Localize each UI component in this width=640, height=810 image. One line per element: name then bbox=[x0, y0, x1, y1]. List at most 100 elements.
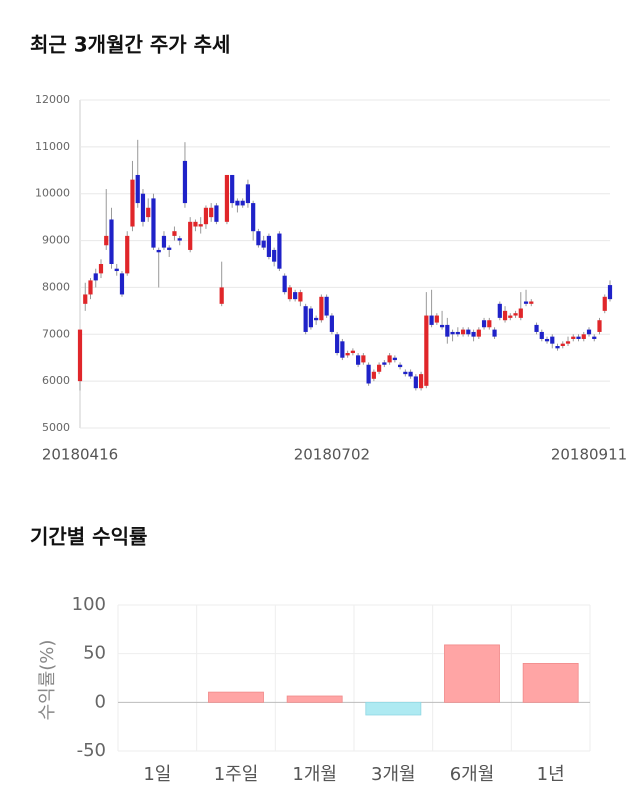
candle-body bbox=[445, 324, 450, 337]
y-tick-label: 6000 bbox=[42, 374, 70, 387]
candle-body bbox=[308, 308, 313, 328]
candle-body bbox=[293, 292, 298, 300]
y-tick-label: 10000 bbox=[35, 187, 70, 200]
chart-title: 최근 3개월간 주가 추세 bbox=[30, 33, 230, 57]
candle-body bbox=[329, 315, 334, 332]
candle-body bbox=[235, 200, 240, 206]
candle-body bbox=[529, 301, 534, 304]
y-tick-label: 100 bbox=[72, 594, 106, 615]
x-tick-label: 1년 bbox=[537, 764, 565, 785]
candle-body bbox=[298, 292, 303, 302]
candle-body bbox=[319, 296, 324, 321]
candle-body bbox=[151, 198, 156, 248]
candle-body bbox=[571, 336, 576, 339]
x-tick-label: 20180702 bbox=[294, 446, 370, 464]
x-tick-label: 6개월 bbox=[450, 764, 495, 785]
candle-body bbox=[104, 235, 109, 246]
candle-body bbox=[287, 287, 292, 300]
bar bbox=[208, 691, 264, 703]
candle-body bbox=[481, 320, 487, 328]
candle-body bbox=[109, 219, 114, 264]
candle-body bbox=[471, 331, 476, 337]
candle-body bbox=[418, 374, 424, 389]
candle-body bbox=[209, 207, 214, 218]
candle-body bbox=[224, 174, 230, 222]
candle-body bbox=[335, 334, 340, 354]
candle-body bbox=[361, 355, 366, 363]
candle-body bbox=[345, 353, 350, 356]
candle-body bbox=[125, 235, 130, 274]
candle-body bbox=[513, 313, 518, 316]
candle-body bbox=[460, 329, 466, 335]
bar bbox=[444, 644, 500, 703]
candle-body bbox=[198, 224, 203, 227]
candle-body bbox=[466, 329, 471, 335]
candle-body bbox=[356, 355, 361, 365]
candle-body bbox=[560, 343, 565, 346]
candle-body bbox=[382, 362, 387, 365]
candle-body bbox=[408, 371, 413, 377]
y-tick-label: 7000 bbox=[42, 327, 70, 340]
candle-body bbox=[167, 247, 172, 250]
candle-body bbox=[251, 203, 256, 232]
candle-body bbox=[392, 357, 397, 361]
candle-body bbox=[277, 233, 282, 269]
candle-body bbox=[261, 240, 266, 248]
candle-body bbox=[476, 329, 481, 337]
bar bbox=[522, 663, 579, 703]
candle-body bbox=[314, 317, 319, 321]
candle-body bbox=[502, 310, 508, 321]
candle-body bbox=[140, 193, 146, 222]
y-tick-label: 5000 bbox=[42, 421, 70, 434]
candle-body bbox=[602, 296, 607, 311]
candle-body bbox=[266, 235, 272, 257]
x-tick-label: 1개월 bbox=[292, 764, 337, 785]
candle-body bbox=[366, 364, 371, 384]
candle-body bbox=[403, 371, 408, 375]
x-tick-label: 1주일 bbox=[214, 764, 259, 785]
candle-body bbox=[518, 308, 523, 318]
candle-body bbox=[272, 249, 277, 262]
x-tick-label: 1일 bbox=[143, 764, 171, 785]
candle-body bbox=[350, 350, 355, 354]
candle-body bbox=[371, 371, 376, 379]
y-tick-label: 9000 bbox=[42, 234, 70, 247]
candle-body bbox=[245, 184, 251, 204]
candle-body bbox=[597, 320, 602, 332]
candle-body bbox=[77, 329, 83, 382]
candle-body bbox=[387, 355, 392, 363]
y-tick-label: 12000 bbox=[35, 93, 70, 106]
candle-body bbox=[539, 331, 544, 339]
candle-body bbox=[340, 341, 345, 358]
candle-body bbox=[256, 231, 261, 246]
candle-body bbox=[214, 205, 219, 222]
candle-body bbox=[487, 320, 492, 328]
candle-body bbox=[413, 376, 418, 389]
candle-body bbox=[550, 336, 555, 344]
candle-body bbox=[555, 346, 560, 349]
x-tick-label: 3개월 bbox=[371, 764, 416, 785]
candle-body bbox=[303, 306, 308, 332]
candle-body bbox=[523, 301, 529, 304]
x-tick-label: 20180416 bbox=[42, 446, 118, 464]
candle-body bbox=[576, 336, 581, 339]
candle-body bbox=[455, 331, 460, 335]
candle-body bbox=[114, 268, 119, 272]
candle-body bbox=[429, 315, 434, 325]
candle-body bbox=[93, 273, 98, 281]
y-tick-label: -50 bbox=[77, 740, 106, 761]
candle-body bbox=[434, 315, 439, 323]
y-tick-label: 0 bbox=[95, 691, 106, 712]
y-tick-label: 8000 bbox=[42, 280, 70, 293]
candle-body bbox=[439, 324, 445, 328]
candle-body bbox=[377, 364, 382, 372]
candle-body bbox=[219, 287, 224, 304]
candle-body bbox=[398, 364, 403, 368]
candle-body bbox=[450, 331, 455, 335]
candle-body bbox=[177, 238, 182, 241]
chart-title: 기간별 수익률 bbox=[30, 525, 147, 549]
candle-body bbox=[282, 275, 287, 293]
y-tick-label: 11000 bbox=[35, 140, 70, 153]
candle-body bbox=[592, 336, 597, 339]
